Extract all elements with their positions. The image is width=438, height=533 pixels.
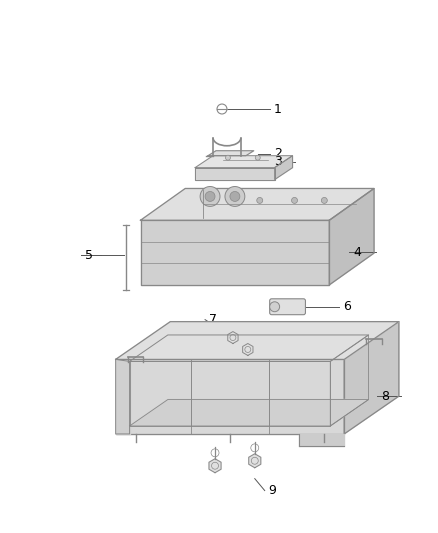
Circle shape: [225, 187, 245, 206]
Text: 8: 8: [381, 390, 389, 402]
Polygon shape: [195, 168, 275, 180]
Polygon shape: [228, 332, 238, 343]
Text: 2: 2: [274, 147, 282, 160]
Polygon shape: [141, 189, 374, 220]
Polygon shape: [249, 454, 261, 468]
Text: 1: 1: [274, 102, 282, 116]
Circle shape: [257, 197, 263, 204]
Polygon shape: [300, 434, 344, 446]
Text: 6: 6: [343, 300, 351, 313]
Polygon shape: [208, 151, 254, 156]
Text: 5: 5: [85, 248, 93, 262]
Circle shape: [292, 197, 297, 204]
Text: 7: 7: [209, 313, 217, 326]
Polygon shape: [195, 156, 293, 168]
FancyBboxPatch shape: [270, 299, 305, 314]
Polygon shape: [209, 459, 221, 473]
Polygon shape: [116, 359, 130, 434]
Circle shape: [230, 191, 240, 201]
Text: 3: 3: [274, 155, 282, 168]
Circle shape: [200, 187, 220, 206]
Text: 4: 4: [353, 246, 361, 259]
Polygon shape: [243, 343, 253, 356]
Polygon shape: [130, 400, 368, 426]
Circle shape: [205, 191, 215, 201]
Circle shape: [321, 197, 327, 204]
Polygon shape: [116, 321, 399, 359]
Polygon shape: [344, 321, 399, 434]
Circle shape: [270, 302, 279, 312]
Polygon shape: [141, 220, 329, 285]
Polygon shape: [329, 189, 374, 285]
Circle shape: [255, 155, 260, 160]
Polygon shape: [275, 156, 293, 180]
Text: 9: 9: [268, 484, 276, 497]
Circle shape: [226, 155, 230, 160]
Polygon shape: [116, 359, 344, 434]
